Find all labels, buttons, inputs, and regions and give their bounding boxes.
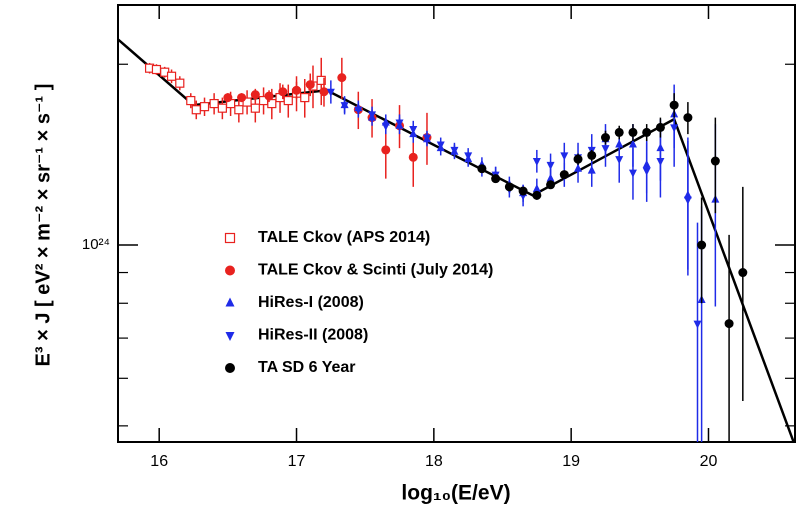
- legend-label: HiRes-II (2008): [258, 327, 368, 344]
- x-axis-label: log₁₀(E/eV): [401, 482, 510, 505]
- point: [532, 183, 541, 192]
- legend-label: TA SD 6 Year: [258, 359, 356, 376]
- point: [337, 73, 347, 83]
- point: [408, 152, 418, 162]
- point: [326, 88, 335, 97]
- point: [395, 119, 404, 128]
- plot-area: [118, 38, 795, 442]
- point: [242, 97, 252, 107]
- point: [151, 64, 162, 75]
- point: [683, 113, 693, 123]
- legend-label: HiRes-I (2008): [258, 294, 364, 311]
- point: [166, 71, 177, 81]
- point: [518, 186, 528, 196]
- point: [546, 173, 555, 182]
- point: [532, 190, 542, 200]
- point: [628, 127, 638, 137]
- point: [573, 154, 583, 164]
- point: [614, 127, 624, 137]
- point: [381, 122, 390, 131]
- legend-marker: [225, 332, 235, 341]
- point: [628, 139, 637, 148]
- legend-marker: [225, 363, 235, 373]
- point: [340, 102, 349, 111]
- point: [199, 102, 210, 112]
- point: [642, 167, 651, 176]
- y-tick-label: 10²⁴: [82, 236, 110, 253]
- point: [237, 93, 247, 103]
- point: [464, 152, 473, 161]
- point: [559, 170, 569, 180]
- point: [422, 134, 431, 143]
- point: [191, 105, 201, 115]
- point: [175, 78, 185, 88]
- legend-label: TALE Ckov & Scinti (July 2014): [258, 262, 493, 279]
- point: [450, 146, 459, 155]
- point: [669, 100, 679, 110]
- point: [693, 320, 702, 329]
- point: [587, 165, 596, 174]
- point: [738, 268, 748, 278]
- y-axis-label: E³ × J [ eV² × m⁻² × sr⁻¹ × s⁻¹ ]: [32, 84, 54, 367]
- point: [209, 98, 219, 109]
- point: [628, 169, 637, 178]
- point: [587, 150, 597, 160]
- legend-marker: [225, 265, 235, 276]
- point: [642, 127, 652, 137]
- point: [655, 122, 665, 132]
- point: [697, 240, 707, 250]
- x-tick-label: 20: [700, 453, 718, 470]
- point: [354, 106, 363, 115]
- point: [250, 103, 260, 113]
- x-tick-label: 18: [425, 453, 443, 470]
- point: [560, 152, 569, 161]
- point: [217, 103, 227, 113]
- point: [601, 145, 610, 154]
- point: [368, 111, 377, 120]
- point: [683, 196, 692, 205]
- point: [532, 158, 541, 167]
- point: [250, 90, 260, 100]
- plot-frame: [117, 4, 796, 443]
- point: [615, 156, 624, 165]
- point: [710, 156, 720, 166]
- point: [278, 87, 288, 97]
- x-tick-label: 16: [150, 453, 168, 470]
- point: [381, 145, 391, 155]
- point: [186, 95, 196, 106]
- x-tick-label: 19: [562, 453, 580, 470]
- point: [319, 87, 329, 97]
- point: [600, 133, 610, 143]
- point: [546, 180, 556, 190]
- point: [292, 85, 302, 95]
- point: [477, 164, 487, 174]
- point: [316, 75, 326, 85]
- point: [223, 93, 233, 103]
- x-tick-label: 17: [288, 453, 306, 470]
- point: [724, 319, 734, 329]
- point: [409, 126, 418, 135]
- point: [283, 95, 293, 106]
- point: [234, 105, 244, 115]
- point: [264, 91, 274, 101]
- point: [670, 124, 679, 133]
- point: [656, 158, 665, 167]
- point: [305, 80, 315, 90]
- legend-marker: [224, 232, 236, 244]
- point: [491, 174, 501, 184]
- legend-label: TALE Ckov (APS 2014): [258, 229, 430, 246]
- fit-line: [118, 38, 795, 442]
- point: [546, 161, 555, 170]
- point: [436, 141, 445, 150]
- point: [504, 182, 514, 192]
- legend-marker: [225, 297, 235, 307]
- point: [300, 92, 310, 103]
